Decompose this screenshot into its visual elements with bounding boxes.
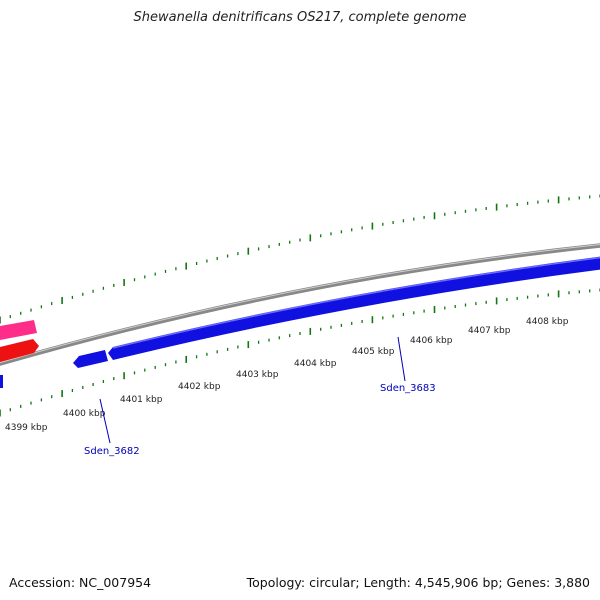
gene-label-sden-3682[interactable]: Sden_3682 [84,446,140,457]
scale-label: 4401 kbp [120,395,163,405]
gene-label-leader [397,336,406,382]
gene-arrow-sden-3682[interactable] [73,350,108,368]
scale-label: 4402 kbp [178,382,221,392]
accession-text: Accession: NC_007954 [9,575,152,590]
gene-arrow-red[interactable] [0,339,39,362]
scale-tick-track [0,288,600,417]
scale-label: 4404 kbp [294,359,337,369]
gene-arrow-pink[interactable] [0,320,37,340]
gene-arrow-sden-3683-shine [112,256,600,349]
scale-label: 4400 kbp [63,409,106,419]
gene-arrow-sden-3683[interactable] [108,256,600,360]
scale-label: 4407 kbp [468,326,511,336]
gene-label-sden-3683[interactable]: Sden_3683 [380,383,436,394]
genome-backbone [0,243,600,366]
gene-fragment-left[interactable] [0,375,3,388]
scale-label: 4399 kbp [5,423,48,433]
topology-text: Topology: circular; Length: 4,545,906 bp… [246,575,590,590]
map-title: Shewanella denitrificans OS217, complete… [133,10,467,25]
outer-tick-track [0,194,600,324]
scale-label: 4406 kbp [410,336,453,346]
scale-label: 4405 kbp [352,347,395,357]
scale-label: 4408 kbp [526,317,569,327]
scale-labels: 4399 kbp 4400 kbp 4401 kbp 4402 kbp 4403… [5,317,569,433]
genome-backbone-highlight [0,244,600,364]
scale-label: 4403 kbp [236,370,279,380]
gene-label-leader [99,398,111,444]
